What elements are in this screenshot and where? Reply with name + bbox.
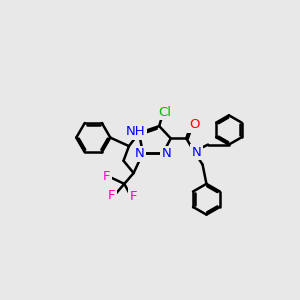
Text: F: F: [103, 169, 110, 183]
Text: F: F: [108, 189, 116, 202]
Text: O: O: [189, 118, 199, 131]
Text: N: N: [161, 147, 171, 160]
Text: NH: NH: [126, 125, 146, 138]
Text: N: N: [191, 146, 201, 159]
Text: F: F: [130, 190, 137, 203]
Text: N: N: [135, 147, 145, 160]
Text: Cl: Cl: [158, 106, 171, 119]
